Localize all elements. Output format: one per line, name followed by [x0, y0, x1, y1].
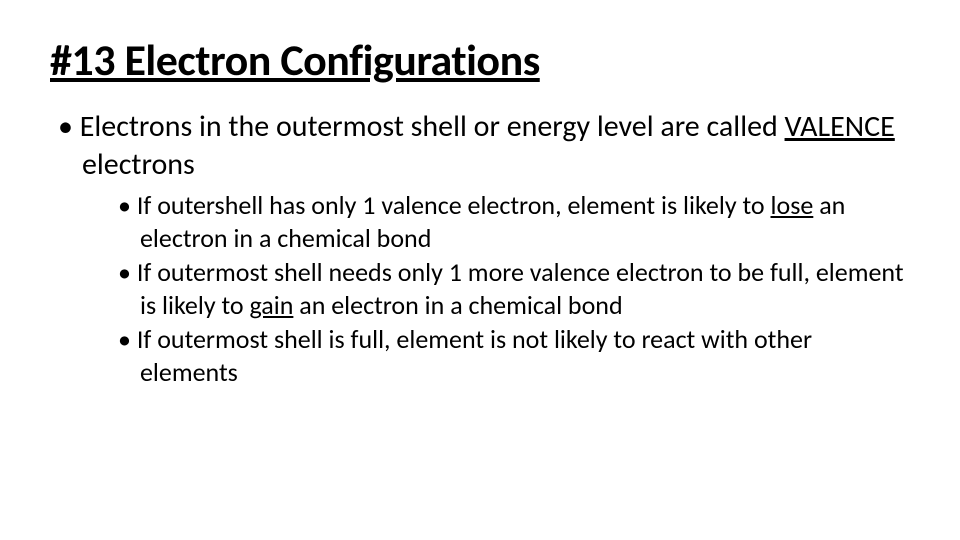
bullet-list-level1: Electrons in the outermost shell or ener… — [50, 108, 910, 388]
slide: #13 Electron Configurations Electrons in… — [0, 0, 960, 540]
bullet-l1-text-underlined: VALENCE — [785, 108, 895, 145]
bullet-l1-item: Electrons in the outermost shell or ener… — [58, 108, 910, 388]
bullet-l1-text-pre: Electrons in the outermost shell or ener… — [80, 108, 785, 145]
bullet-l2-item: If outermost shell is full, element is n… — [118, 323, 910, 388]
bullet-l2-text-underlined: lose — [771, 189, 814, 221]
bullet-list-level2: If outershell has only 1 valence electro… — [82, 189, 910, 388]
bullet-l2-text-post: an electron in a chemical bond — [293, 289, 622, 321]
bullet-l1-text-post: electrons — [82, 146, 195, 183]
bullet-l2-text-pre: If outermost shell is full, element is n… — [137, 323, 812, 388]
bullet-l2-item: If outermost shell needs only 1 more val… — [118, 256, 910, 321]
slide-title: #13 Electron Configurations — [50, 36, 910, 84]
bullet-l2-item: If outershell has only 1 valence electro… — [118, 189, 910, 254]
bullet-l2-text-pre: If outershell has only 1 valence electro… — [137, 189, 771, 221]
bullet-l2-text-underlined: gain — [250, 289, 294, 321]
